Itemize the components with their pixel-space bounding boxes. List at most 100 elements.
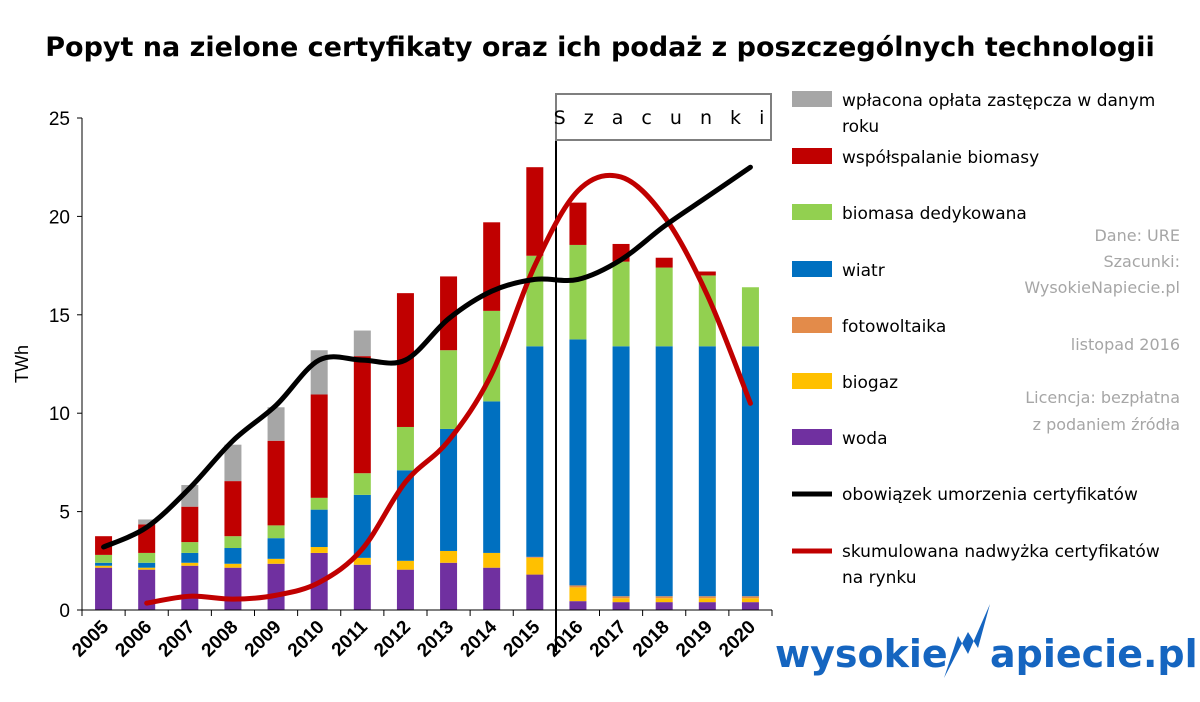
note-line-5: Licencja: bezpłatna [1025,388,1180,407]
logo: wysokie apiecie.pl [775,604,1198,678]
legend-item-wiatr: wiatr [792,261,885,281]
bar-biomasa_dedykowana [138,552,156,563]
bar-series-woda [95,552,759,610]
legend-label: woda [842,429,888,449]
bar-woda [440,562,458,610]
bar-woda [181,565,199,610]
bar-woda [353,564,371,610]
legend-item-biogaz: biogaz [792,373,898,393]
bar-biogaz [655,598,673,603]
lightning-n-icon [944,604,990,678]
bar-wiatr [526,346,544,557]
legend-label: skumulowana nadwyżka certyfikatów na rynk… [842,542,1160,588]
bar-wiatr [612,346,630,597]
bar-wiatr [224,548,242,564]
bar-wiatr [138,562,156,568]
bar-biomasa_dedykowana [181,542,199,553]
y-tick-label: 5 [59,503,70,524]
bar-woda [224,567,242,610]
bar-biogaz [353,557,371,565]
bar-fotowoltaika [698,596,716,599]
legend-swatch [792,91,832,107]
bar-fotowoltaika [655,596,673,599]
bar-biogaz [569,587,587,602]
bar-woda [612,602,630,610]
bar-wspolspalanie [526,167,544,256]
legend-item-oplata: wpłacona opłata zastępcza w danym roku [792,91,1155,137]
bar-woda [526,574,544,610]
bar-biogaz [698,598,716,603]
bar-biomasa_dedykowana [396,426,414,471]
legend-label: biomasa dedykowana [842,204,1027,224]
legend-item-obowiazek: obowiązek umorzenia certyfikatów [792,485,1138,505]
bar-biomasa_dedykowana [612,261,630,347]
bar-wiatr [741,346,759,597]
bar-biogaz [526,557,544,575]
y-tick-label: 0 [59,601,70,622]
bar-biomasa_dedykowana [569,244,587,340]
logo-text-right: apiecie.pl [990,632,1198,676]
bar-biogaz [741,598,759,603]
legend-item-nadwyzka: skumulowana nadwyżka certyfikatów na rynk… [792,542,1160,588]
bar-biomasa_dedykowana [440,350,458,429]
bar-wspolspalanie [224,481,242,537]
legend-label: fotowoltaika [842,317,946,337]
bar-woda [483,567,501,610]
chart-title: Popyt na zielone certyfikaty oraz ich po… [45,32,1155,63]
legend-label: współspalanie biomasy [842,148,1039,168]
y-tick-label: 15 [49,306,70,327]
bar-biomasa_dedykowana [95,554,113,563]
bar-fotowoltaika [612,596,630,599]
bar-woda [741,602,759,610]
line-series [101,164,753,606]
legend-label: biogaz [842,373,898,393]
bar-wiatr [655,346,673,597]
bar-wspolspalanie [267,440,285,526]
y-tick-label: 10 [49,404,70,425]
bar-woda [569,601,587,610]
bar-biogaz [224,563,242,568]
bar-biogaz [612,598,630,603]
legend-swatch [792,317,832,333]
bar-biogaz [440,550,458,563]
bar-biomasa_dedykowana [698,275,716,347]
bar-wspolspalanie [655,257,673,268]
bar-biomasa_dedykowana [353,473,371,495]
legend-swatch [792,373,832,389]
bar-series-fotowoltaika [526,556,759,599]
bar-wspolspalanie [353,356,371,474]
bar-wspolspalanie [569,202,587,245]
bar-biogaz [95,565,113,568]
y-tick-labels: 0 5 10 15 20 25 [49,109,82,622]
estimate-label: S z a c u n k i [554,107,771,129]
note-line-3: WysokieNapiecie.pl [1024,278,1180,297]
legend-label: obowiązek umorzenia certyfikatów [842,485,1138,505]
bar-oplata [267,407,285,441]
bar-biomasa_dedykowana [224,536,242,549]
legend-swatch [792,204,832,220]
legend-label: wpłacona opłata zastępcza w danym roku [842,91,1155,137]
bar-woda [698,602,716,610]
bar-biogaz [181,562,199,566]
bar-biomasa_dedykowana [267,525,285,539]
bar-biogaz [310,547,328,553]
bar-biogaz [396,560,414,570]
bar-wiatr [396,470,414,561]
logo-text-left: wysokie [775,632,948,676]
source-notes: Dane: URE Szacunki: WysokieNapiecie.pl l… [1024,226,1180,434]
bar-wiatr [181,552,199,563]
legend-item-wspolspalanie: współspalanie biomasy [792,148,1039,168]
bar-wiatr [95,562,113,566]
bar-biogaz [138,567,156,570]
legend-swatch [792,148,832,164]
bar-wiatr [569,339,587,586]
y-axis: 0 5 10 15 20 25 TWh [12,109,83,622]
note-line-4: listopad 2016 [1071,335,1180,354]
bar-wspolspalanie [310,394,328,498]
bar-woda [396,569,414,610]
bar-wiatr [698,346,716,597]
bar-biomasa_dedykowana [310,497,328,510]
bar-fotowoltaika [569,585,587,588]
bar-wiatr [440,428,458,551]
bar-biogaz [483,552,501,568]
